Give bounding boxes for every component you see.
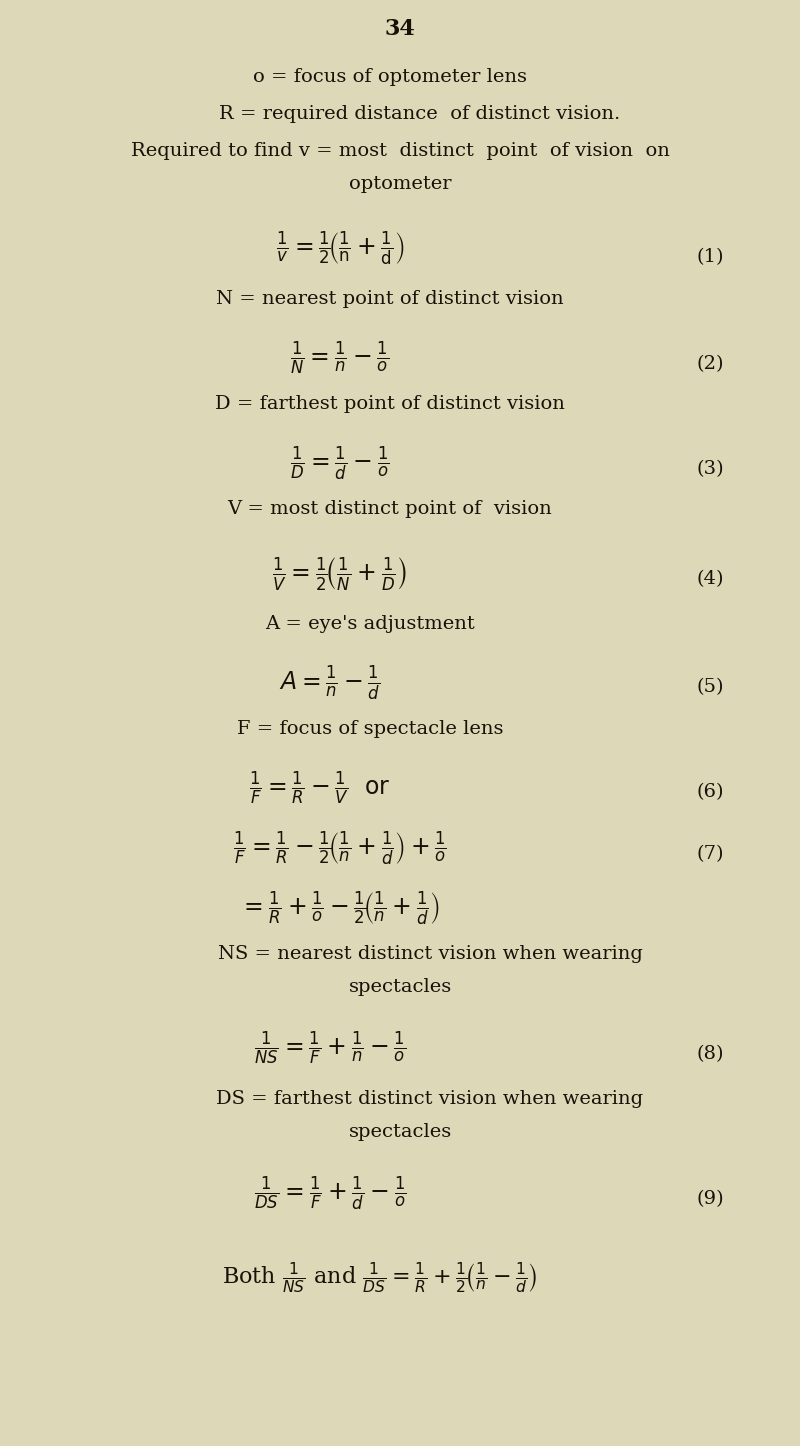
Text: $=\frac{1}{R}+\frac{1}{o}-\frac{1}{2}\!\left(\frac{1}{n}+\frac{1}{d}\right)$: $=\frac{1}{R}+\frac{1}{o}-\frac{1}{2}\!\… <box>239 889 441 928</box>
Text: (8): (8) <box>696 1045 724 1063</box>
Text: Required to find v = most  distinct  point  of vision  on: Required to find v = most distinct point… <box>130 142 670 161</box>
Text: DS = farthest distinct vision when wearing: DS = farthest distinct vision when weari… <box>217 1090 643 1108</box>
Text: NS = nearest distinct vision when wearing: NS = nearest distinct vision when wearin… <box>218 946 642 963</box>
Text: $\frac{1}{DS}=\frac{1}{F}+\frac{1}{d}-\frac{1}{o}$: $\frac{1}{DS}=\frac{1}{F}+\frac{1}{d}-\f… <box>254 1176 406 1213</box>
Text: (5): (5) <box>696 678 724 696</box>
Text: (6): (6) <box>696 782 724 801</box>
Text: (7): (7) <box>696 844 724 863</box>
Text: A = eye's adjustment: A = eye's adjustment <box>265 615 475 633</box>
Text: Both $\frac{1}{NS}$ and $\frac{1}{DS}=\frac{1}{R}+\frac{1}{2}\!\left(\frac{1}{n}: Both $\frac{1}{NS}$ and $\frac{1}{DS}=\f… <box>222 1259 538 1296</box>
Text: (1): (1) <box>696 249 724 266</box>
Text: (2): (2) <box>696 356 724 373</box>
Text: $\frac{1}{NS}=\frac{1}{F}+\frac{1}{n}-\frac{1}{o}$: $\frac{1}{NS}=\frac{1}{F}+\frac{1}{n}-\f… <box>254 1030 406 1067</box>
Text: optometer: optometer <box>349 175 451 192</box>
Text: $\frac{1}{v}=\frac{1}{2}\!\left(\frac{1}{\mathrm{n}}+\frac{1}{\mathrm{d}}\right): $\frac{1}{v}=\frac{1}{2}\!\left(\frac{1}… <box>276 230 404 268</box>
Text: (9): (9) <box>696 1190 724 1207</box>
Text: spectacles: spectacles <box>348 977 452 996</box>
Text: R = required distance  of distinct vision.: R = required distance of distinct vision… <box>219 106 621 123</box>
Text: D = farthest point of distinct vision: D = farthest point of distinct vision <box>215 395 565 414</box>
Text: $\frac{1}{F}=\frac{1}{R}-\frac{1}{2}\!\left(\frac{1}{n}+\frac{1}{d}\right)+\frac: $\frac{1}{F}=\frac{1}{R}-\frac{1}{2}\!\l… <box>233 830 447 868</box>
Text: (4): (4) <box>696 570 724 589</box>
Text: $\frac{1}{N}=\frac{1}{n}-\frac{1}{o}$: $\frac{1}{N}=\frac{1}{n}-\frac{1}{o}$ <box>290 340 390 377</box>
Text: o = focus of optometer lens: o = focus of optometer lens <box>253 68 527 85</box>
Text: $A=\frac{1}{n}-\frac{1}{d}$: $A=\frac{1}{n}-\frac{1}{d}$ <box>279 665 381 703</box>
Text: $\frac{1}{F}=\frac{1}{R}-\frac{1}{V}\ \ \mathrm{or}$: $\frac{1}{F}=\frac{1}{R}-\frac{1}{V}\ \ … <box>249 771 391 807</box>
Text: $\frac{1}{V}=\frac{1}{2}\!\left(\frac{1}{N}+\frac{1}{D}\right)$: $\frac{1}{V}=\frac{1}{2}\!\left(\frac{1}… <box>272 555 408 591</box>
Text: F = focus of spectacle lens: F = focus of spectacle lens <box>237 720 503 737</box>
Text: N = nearest point of distinct vision: N = nearest point of distinct vision <box>216 291 564 308</box>
Text: (3): (3) <box>696 460 724 479</box>
Text: 34: 34 <box>385 17 415 40</box>
Text: $\frac{1}{D}=\frac{1}{d}-\frac{1}{o}$: $\frac{1}{D}=\frac{1}{d}-\frac{1}{o}$ <box>290 445 390 483</box>
Text: V = most distinct point of  vision: V = most distinct point of vision <box>228 500 552 518</box>
Text: spectacles: spectacles <box>348 1124 452 1141</box>
